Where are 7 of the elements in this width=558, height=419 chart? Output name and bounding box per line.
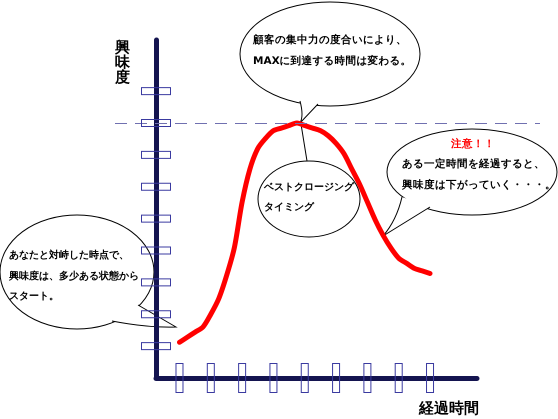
annotation: ある一定時間を経過すると、興味度は下がっていく・・・。 xyxy=(402,156,556,193)
y-axis-title: 興味度 xyxy=(115,38,130,86)
annotation: ベストクロージングタイミング xyxy=(264,181,354,215)
annotation: 注意！！ xyxy=(451,136,495,152)
text: 顧客の集中力の度合いにより、MAXに到達する時間は変わる。 xyxy=(253,32,412,69)
text: あなたと対峙した時点で、興味度は、多少ある状態からスタート。 xyxy=(9,248,139,304)
x-axis-title: 経過時間 xyxy=(419,399,479,417)
